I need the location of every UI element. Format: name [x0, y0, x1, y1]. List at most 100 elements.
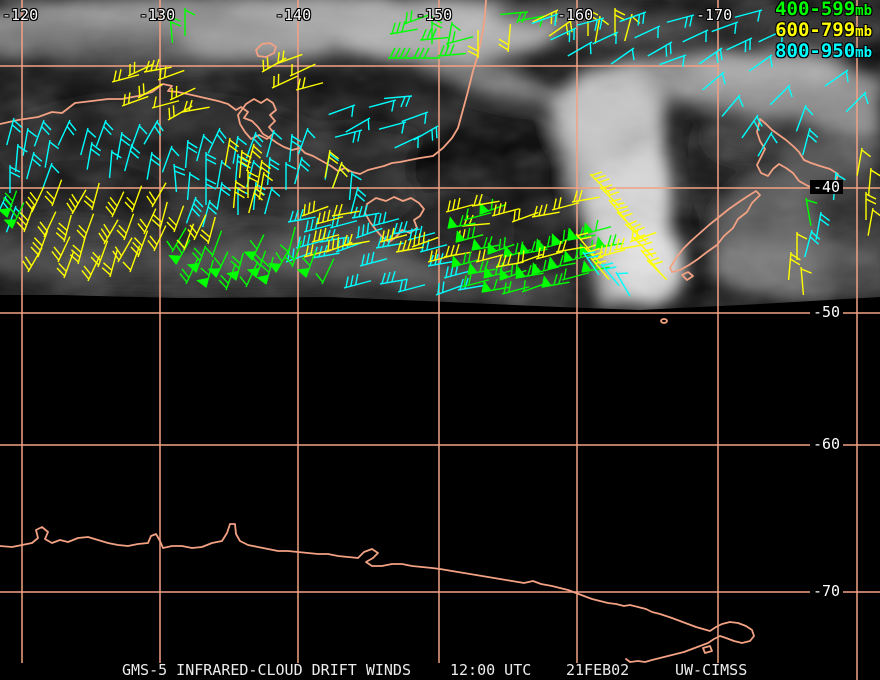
- wind-barb: [143, 59, 172, 73]
- wind-barb: [613, 237, 642, 251]
- wind-barb: [395, 239, 424, 253]
- wind-barb: [590, 256, 610, 280]
- wind-barb: [108, 149, 122, 178]
- wind-barb: [294, 156, 311, 185]
- legend-item-800-950: 800-950mb: [775, 42, 872, 63]
- wind-barb: [455, 226, 484, 243]
- wind-barb: [517, 15, 546, 28]
- wind-barb: [388, 47, 416, 59]
- wind-barb: [124, 185, 143, 213]
- wind-barb: [795, 104, 814, 132]
- wind-barb: [205, 152, 217, 180]
- wind-barb: [535, 246, 564, 260]
- wind-barb: [248, 185, 265, 214]
- wind-barb: [111, 69, 140, 83]
- wind-barb: [80, 127, 97, 156]
- wind-barb: [95, 119, 114, 147]
- wind-barb: [576, 17, 605, 31]
- wind-barb: [666, 14, 695, 28]
- wind-barb: [234, 153, 248, 182]
- wind-barb: [431, 16, 443, 44]
- wind-barb: [445, 31, 474, 45]
- wind-barb: [295, 77, 324, 91]
- wind-barb: [205, 177, 217, 205]
- coastline: [669, 190, 761, 273]
- wind-barb: [98, 219, 119, 245]
- wind-barb: [335, 236, 363, 253]
- wind-barb: [44, 179, 63, 207]
- longitude-label: -130: [139, 6, 176, 24]
- wind-barb: [122, 245, 141, 273]
- wind-barb: [328, 104, 356, 117]
- wind-barb: [331, 203, 360, 217]
- wind-barb: [757, 131, 778, 157]
- wind-barb: [531, 204, 560, 218]
- wind-barb: [391, 221, 420, 235]
- wind-barb: [845, 91, 869, 113]
- wind-barb: [55, 214, 72, 243]
- wind-barb: [169, 85, 196, 101]
- wind-barb: [403, 10, 431, 25]
- coastline: [0, 0, 487, 175]
- wind-barb: [166, 227, 187, 253]
- wind-barb: [239, 261, 259, 288]
- wind-barb: [303, 217, 332, 233]
- wind-barb: [702, 71, 726, 91]
- wind-barb: [232, 179, 246, 208]
- wind-barb: [289, 63, 316, 77]
- latitude-label: -70: [810, 584, 844, 599]
- wind-barb: [105, 191, 125, 218]
- wind-barb: [207, 127, 227, 154]
- wind-barb: [412, 47, 440, 59]
- wind-barb: [487, 236, 515, 255]
- wind-barb: [769, 84, 793, 106]
- wind-barb: [26, 151, 43, 180]
- wind-barb: [303, 244, 332, 258]
- wind-barb: [66, 189, 87, 215]
- wind-barb: [243, 234, 265, 261]
- wind-barb: [443, 244, 472, 258]
- wind-barb: [479, 198, 507, 215]
- wind-barb: [748, 54, 773, 72]
- wind-barb: [151, 96, 180, 109]
- wind-barb: [315, 258, 335, 285]
- wind-barb: [741, 114, 763, 139]
- wind-barb: [583, 219, 612, 235]
- wind-barb: [279, 226, 296, 255]
- longitude-label: -150: [416, 6, 453, 24]
- wind-barb: [796, 232, 808, 260]
- wind-barb: [258, 171, 274, 200]
- wind-barb: [186, 171, 200, 200]
- wind-barb: [264, 186, 281, 215]
- wind-barb: [16, 205, 35, 233]
- wind-barb: [3, 202, 25, 229]
- wind-barb: [41, 162, 60, 190]
- wind-barb: [256, 159, 272, 188]
- wind-barb: [275, 50, 303, 65]
- wind-barb: [216, 159, 232, 188]
- wind-barb: [331, 161, 350, 189]
- wind-barb: [616, 209, 638, 233]
- product-title: GMS-5 INFRARED-CLOUD DRIFT WINDS: [122, 661, 411, 679]
- legend-item-400-599: 400-599mb: [775, 0, 872, 21]
- wind-barb: [634, 25, 661, 39]
- wind-barb: [137, 83, 163, 99]
- wind-barb: [371, 211, 400, 227]
- wind-barb: [682, 29, 709, 43]
- wind-barb: [161, 145, 180, 173]
- wind-barb: [511, 208, 539, 223]
- wind-barb: [615, 271, 631, 297]
- wind-barb: [44, 139, 60, 168]
- wind-barb: [726, 37, 753, 53]
- wind-barb: [57, 119, 77, 146]
- wind-barb: [547, 255, 576, 269]
- wind-barb: [384, 95, 413, 108]
- wind-barb: [166, 205, 185, 233]
- wind-barb: [266, 156, 280, 185]
- wind-barb: [51, 236, 71, 263]
- product-date: 21FEB02: [566, 661, 630, 679]
- wind-barb: [86, 141, 102, 170]
- wind-barb: [721, 94, 744, 117]
